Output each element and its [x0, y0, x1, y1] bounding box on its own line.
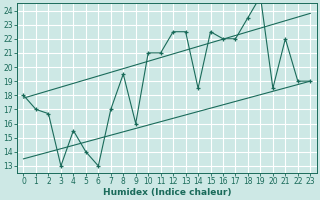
X-axis label: Humidex (Indice chaleur): Humidex (Indice chaleur)	[103, 188, 231, 197]
